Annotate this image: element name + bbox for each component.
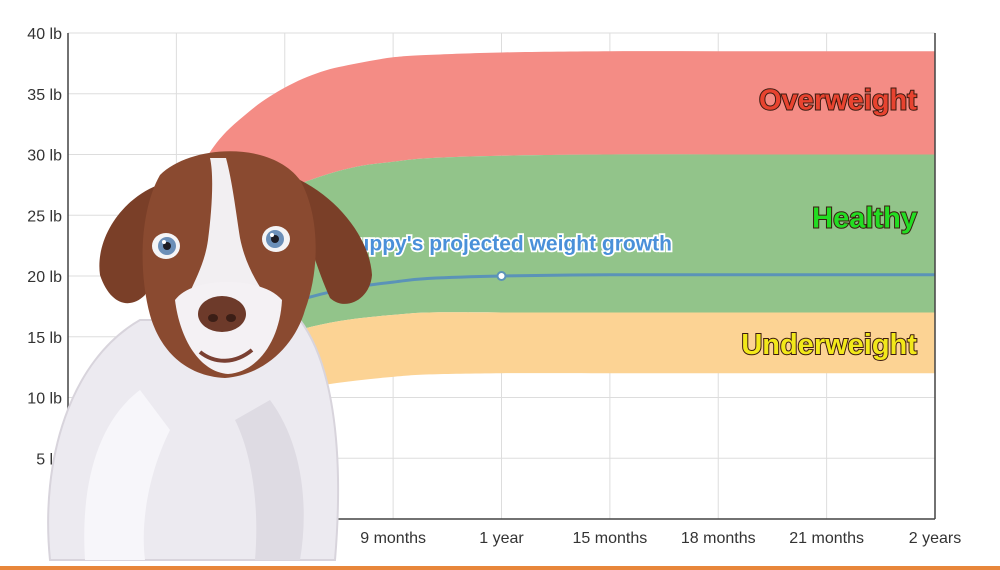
band-overweight <box>176 51 935 301</box>
x-tick-label: 1 year <box>479 530 524 547</box>
x-tick-label: 9 months <box>360 530 426 547</box>
y-tick-label: 25 lb <box>27 208 62 225</box>
y-tick-label: 35 lb <box>27 87 62 104</box>
x-tick-label: 15 months <box>573 530 648 547</box>
zone-labels: Overweight Healthy Underweight <box>740 84 918 362</box>
bottom-accent-bar <box>0 566 1000 570</box>
y-tick-label: 30 lb <box>27 148 62 165</box>
zone-label-overweight: Overweight <box>759 85 917 117</box>
x-tick-label: 2 years <box>909 530 961 547</box>
growth-series: Puppy's projected weight growth <box>175 231 935 375</box>
y-tick-label: 40 lb <box>27 26 62 43</box>
band-underweight <box>176 312 935 447</box>
series-point <box>496 271 507 281</box>
y-tick-label: 20 lb <box>27 269 62 286</box>
y-tick-label: 15 lb <box>27 330 62 347</box>
series-label: Puppy's projected weight growth <box>343 232 672 255</box>
x-tick-label: 18 months <box>681 530 756 547</box>
y-tick-label: 10 lb <box>27 391 62 408</box>
zone-label-underweight: Underweight <box>741 329 917 361</box>
x-tick-label: 21 months <box>789 530 864 547</box>
puppy-image <box>47 151 372 561</box>
zone-label-healthy: Healthy <box>812 202 917 234</box>
